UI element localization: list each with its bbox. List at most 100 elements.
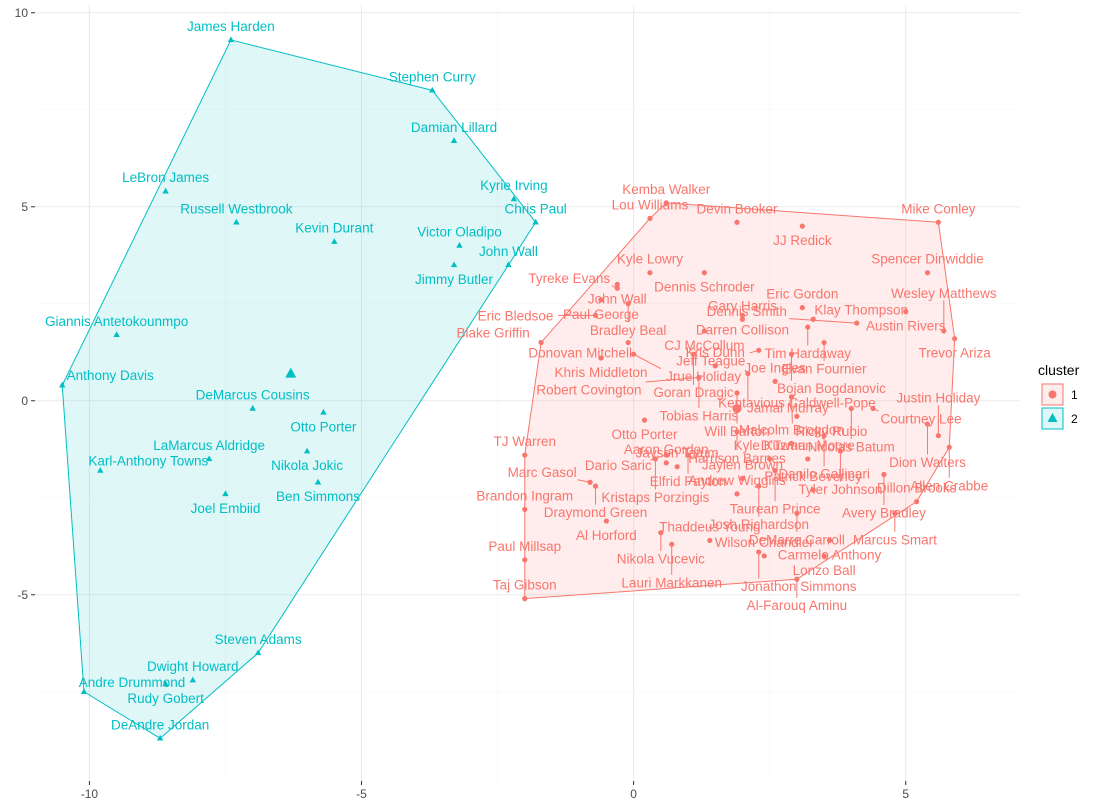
- y-tick-label: 10: [15, 6, 29, 20]
- point-label: Jimmy Butler: [415, 272, 494, 287]
- cluster-1-point: [788, 394, 795, 400]
- cluster-2-point: [156, 734, 164, 741]
- point-label: Dennis Schroder: [654, 280, 755, 295]
- point-label: Paul Millsap: [488, 539, 561, 554]
- point-label: Jamal Murray: [747, 401, 829, 416]
- point-label: Lonzo Ball: [793, 563, 856, 578]
- point-label: James Harden: [187, 19, 275, 34]
- x-tick-label: -10: [81, 787, 99, 801]
- cluster-1-point: [592, 483, 599, 489]
- cluster-2-point: [510, 195, 518, 202]
- cluster-1-point: [826, 537, 833, 544]
- cluster-1-point: [810, 487, 816, 493]
- point-label: Mike Conley: [901, 201, 976, 216]
- cluster-2-centroid: [285, 367, 297, 378]
- cluster-1-point: [799, 305, 805, 311]
- point-label: Lauri Markkanen: [621, 575, 722, 590]
- cluster-1-point: [614, 285, 620, 291]
- cluster-1-point: [587, 479, 593, 485]
- cluster-1-point: [767, 456, 773, 462]
- point-label: Giannis Antetokounmpo: [45, 314, 188, 329]
- cluster-1-point: [712, 363, 718, 369]
- cluster-1-point: [663, 200, 669, 206]
- point-label: Gary Harris: [708, 298, 777, 313]
- point-label: Danilo Gallinari: [778, 467, 870, 482]
- point-label: Draymond Green: [544, 505, 648, 520]
- cluster-1-point: [598, 297, 604, 303]
- cluster-1-point: [837, 448, 844, 454]
- point-label: Dillon Brooks: [877, 481, 957, 496]
- cluster-1-point: [805, 324, 811, 330]
- legend-key-2-marker: [1047, 413, 1058, 422]
- cluster-2-point: [456, 242, 463, 248]
- point-label: DeMarre Carroll: [749, 532, 845, 547]
- point-label: Carmelo Anthony: [778, 547, 882, 562]
- cluster-1-point: [881, 471, 887, 478]
- point-label: Jrue Holiday: [666, 369, 741, 384]
- cluster-1-point: [914, 499, 920, 505]
- cluster-2-point: [113, 331, 120, 337]
- point-label: Khris Middleton: [554, 365, 647, 380]
- cluster-1-point: [772, 378, 778, 384]
- point-label: Justin Holiday: [896, 391, 980, 406]
- cluster-1-point: [799, 223, 805, 229]
- cluster-1-point: [821, 339, 827, 346]
- cluster-1-point: [598, 355, 604, 361]
- cluster-1-point: [805, 456, 811, 462]
- cluster-1-point: [903, 308, 909, 315]
- cluster-2-point: [450, 137, 458, 143]
- point-label: Otto Porter: [290, 419, 357, 434]
- cluster-1-point: [794, 510, 800, 516]
- cluster-1-point: [734, 491, 740, 497]
- plot-background: [35, 5, 1020, 781]
- cluster-1-point: [952, 336, 958, 342]
- cluster-1-point: [941, 328, 947, 334]
- point-label: Lou Williams: [612, 197, 689, 212]
- cluster-2-point: [189, 676, 197, 683]
- point-label: Thaddeus Young: [659, 519, 760, 534]
- point-label: JJ Redick: [773, 233, 832, 248]
- cluster-1-point: [522, 506, 528, 512]
- cluster-1-point: [761, 553, 767, 559]
- cluster-1-point: [788, 440, 795, 447]
- point-label: Malcolm Brogdon: [739, 422, 844, 437]
- point-label: Victor Oladipo: [417, 225, 502, 240]
- point-label: Dario Saric: [585, 458, 652, 473]
- point-label: Kyle Lowry: [617, 252, 683, 267]
- point-label: Dennis Smith: [707, 304, 787, 319]
- cluster-2-point: [314, 478, 322, 485]
- label-leader-line: [645, 376, 699, 383]
- cluster-1-point: [701, 270, 707, 276]
- cluster-1-point: [734, 429, 740, 435]
- cluster-1-point: [772, 468, 778, 474]
- cluster-centroids: [285, 367, 742, 414]
- point-label: Avery Bradley: [842, 505, 926, 520]
- point-label: Wilson Chandler: [715, 535, 815, 550]
- gridlines: [35, 5, 1020, 781]
- cluster-1-point: [669, 541, 675, 547]
- cluster-1-point: [647, 270, 653, 276]
- cluster-1-point: [674, 464, 680, 470]
- point-label: Allen Crabbe: [910, 478, 988, 493]
- point-label: Trevor Ariza: [919, 346, 992, 361]
- cluster-1-point: [690, 351, 697, 357]
- point-label: Courtney Lee: [881, 412, 962, 427]
- y-tick-label: 0: [21, 394, 28, 408]
- label-leader-line: [633, 353, 662, 370]
- point-label: Ben Simmons: [276, 489, 360, 504]
- label-leader-lines: [61, 285, 950, 692]
- point-label: Chris Paul: [505, 201, 567, 216]
- cluster-1-point: [935, 433, 941, 439]
- cluster-2-point: [222, 490, 229, 497]
- point-label: DeAndre Jordan: [111, 717, 209, 732]
- point-label: Evan Fournier: [782, 362, 867, 377]
- axis-ticks: -10 -5 0 5 -5 0 5 10: [15, 6, 910, 801]
- cluster-1-point: [739, 316, 746, 322]
- cluster-1-point: [641, 417, 648, 423]
- point-label: DeMarcus Cousins: [196, 388, 310, 403]
- point-label: Ricky Rubio: [795, 424, 867, 439]
- point-label: Anthony Davis: [67, 368, 154, 383]
- point-label: Steven Adams: [215, 632, 302, 647]
- y-tick-label: 5: [21, 200, 28, 214]
- point-label: D'Twaun Moore: [761, 438, 855, 453]
